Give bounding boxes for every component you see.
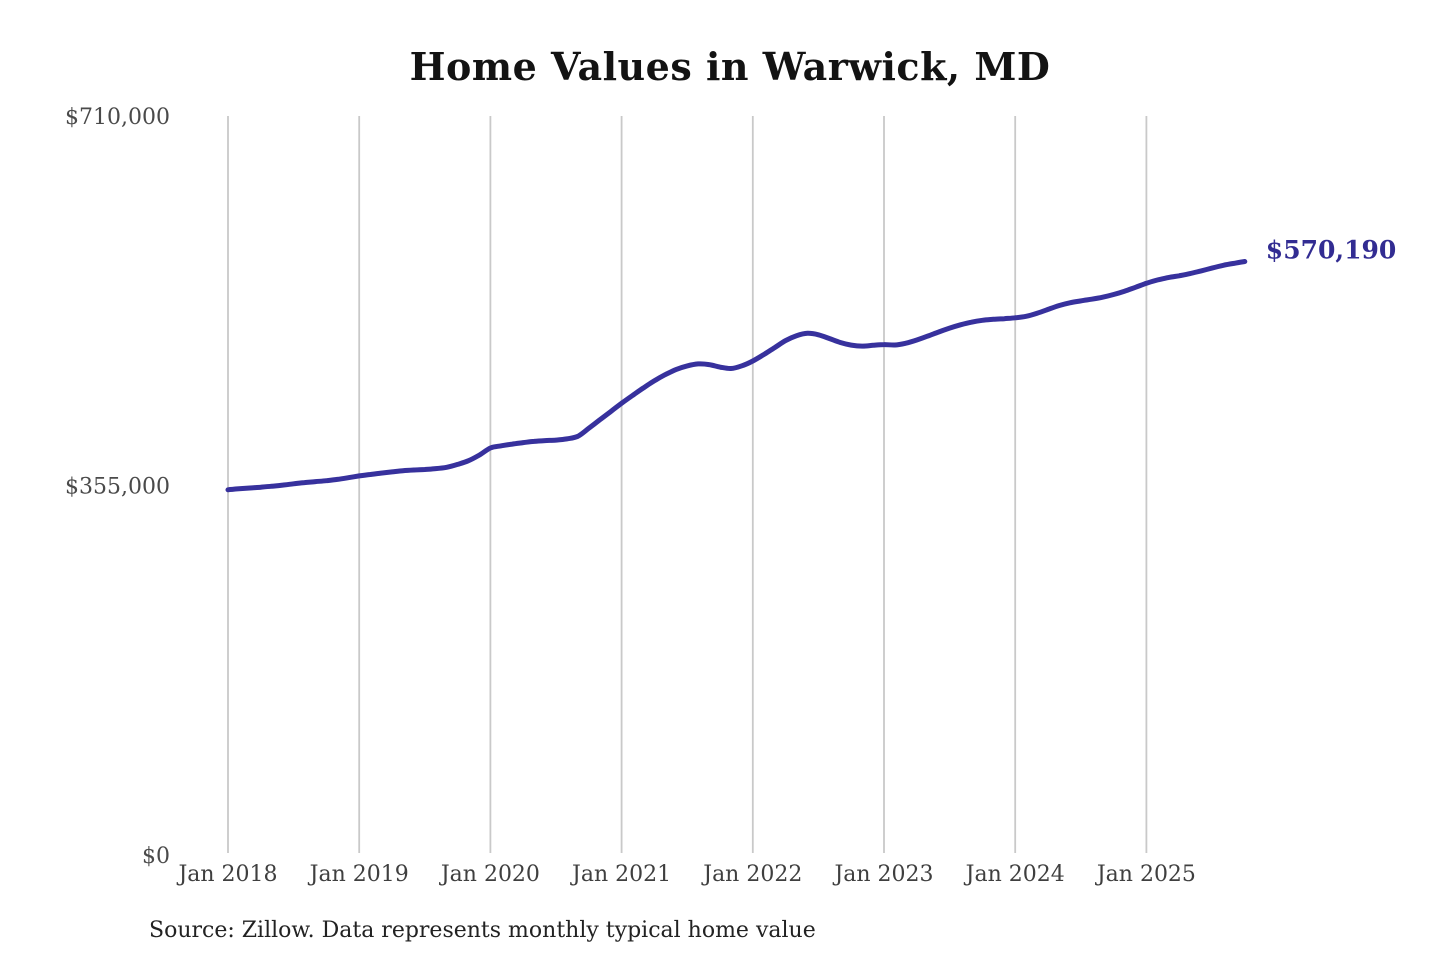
x-tick-label: Jan 2019 [308, 862, 409, 887]
end-value-label: $570,190 [1266, 236, 1396, 265]
chart-title: Home Values in Warwick, MD [409, 44, 1051, 89]
x-tick-label: Jan 2022 [701, 862, 802, 887]
x-tick-label: Jan 2020 [439, 862, 540, 887]
x-tick-label: Jan 2024 [964, 862, 1065, 887]
y-tick-label: $710,000 [65, 105, 170, 130]
x-tick-label: Jan 2023 [832, 862, 933, 887]
y-tick-label: $0 [142, 844, 170, 869]
y-tick-label: $355,000 [65, 475, 170, 500]
source-note: Source: Zillow. Data represents monthly … [149, 918, 816, 943]
home-value-line [225, 259, 1248, 493]
x-tick-label: Jan 2018 [176, 862, 277, 887]
x-tick-label: Jan 2021 [570, 862, 671, 887]
x-tick-label: Jan 2025 [1095, 862, 1196, 887]
